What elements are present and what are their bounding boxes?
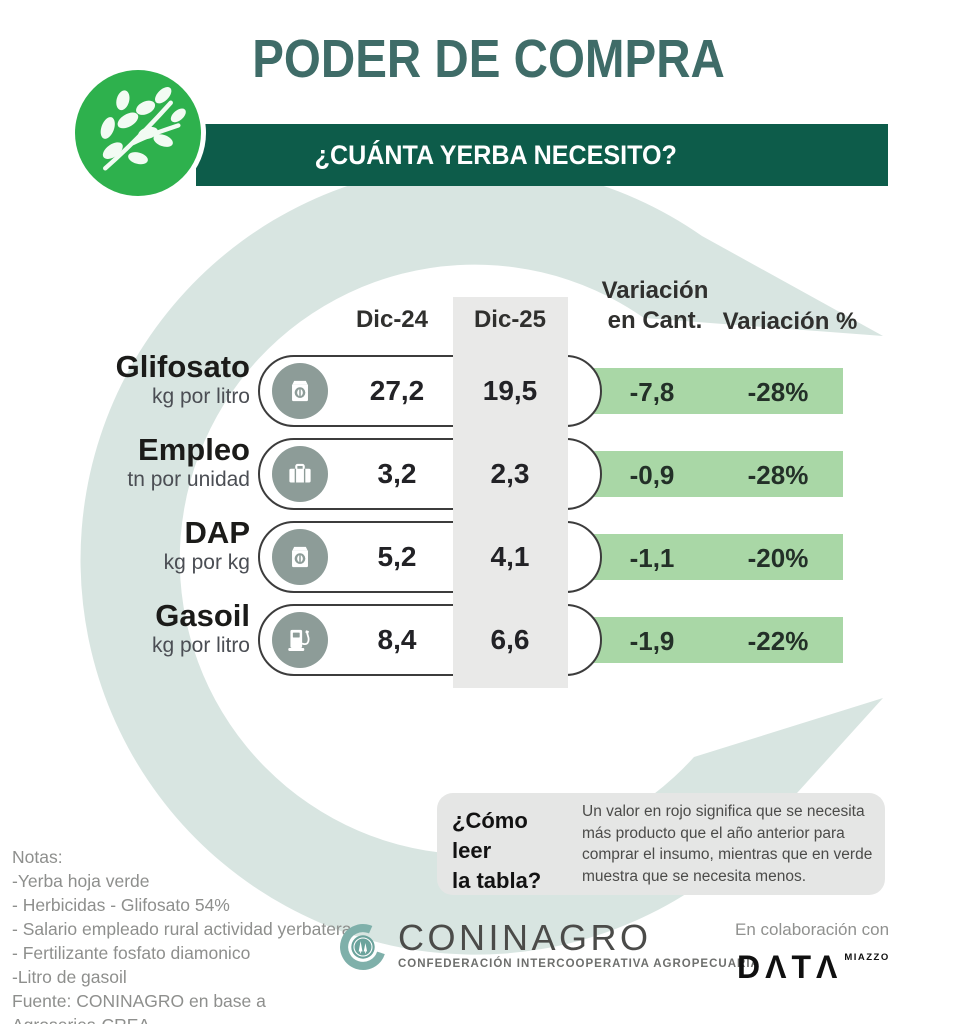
column-header-var-cant: Variación en Cant.	[601, 277, 709, 334]
row-icon-circle	[272, 446, 328, 502]
row-icon-circle	[272, 529, 328, 585]
yerba-branch-icon	[100, 87, 186, 171]
row-icon-circle	[272, 363, 328, 419]
row-unit: kg por kg	[163, 551, 250, 574]
coninagro-logo: CONINAGRO CONFEDERACIÓN INTERCOOPERATIVA…	[336, 920, 760, 974]
column-header-dic25: Dic-25	[473, 306, 547, 333]
data-miazzo-sup: MIAZZO	[844, 952, 890, 963]
value-dic25: 4,1	[490, 541, 530, 572]
variation-bar	[572, 617, 843, 663]
coninagro-wordmark-block: CONINAGRO CONFEDERACIÓN INTERCOOPERATIVA…	[398, 917, 760, 971]
value-var-pct: -22%	[747, 626, 809, 656]
variation-bar	[572, 451, 843, 497]
collab-text: En colaboración con	[735, 920, 890, 939]
briefcase-icon	[289, 463, 311, 483]
notes-line: Notas:	[12, 847, 63, 867]
value-var-pct: -28%	[747, 377, 809, 407]
value-dic25: 6,6	[490, 624, 530, 655]
row-label: Gasoil	[155, 598, 250, 633]
data-miazzo-logo: DΛTΛ MIAZZO	[737, 942, 890, 983]
how-to-read-title: ¿Cómo leer la tabla?	[452, 808, 542, 893]
notes-line: - Salario empleado rural actividad yerba…	[12, 918, 352, 939]
value-var-pct: -28%	[747, 460, 809, 490]
value-dic24: 3,2	[377, 458, 417, 489]
subtitle-banner: ¿CUÁNTA YERBA NECESITO?	[196, 124, 888, 186]
coninagro-wordmark: CONINAGRO	[398, 917, 652, 958]
value-var-cant: -1,1	[629, 543, 675, 573]
value-var-pct: -20%	[747, 543, 809, 573]
column-header-dic24: Dic-24	[355, 306, 429, 333]
yerba-leaf-badge	[75, 70, 201, 196]
variation-bar	[572, 368, 843, 414]
value-var-cant: -1,9	[629, 626, 675, 656]
row-label: Empleo	[138, 432, 250, 467]
subtitle-text: ¿CUÁNTA YERBA NECESITO?	[314, 140, 678, 170]
value-dic25: 2,3	[490, 458, 530, 489]
notes-line: -Yerba hoja verde	[12, 870, 150, 891]
notes-line: Fuente: CONINAGRO en base a Agroseries-C…	[12, 990, 266, 1024]
dic25-column-highlight	[453, 297, 568, 688]
row-label: DAP	[184, 515, 250, 550]
page-title-text: PODER DE COMPRA	[252, 29, 725, 89]
column-header-var-pct: Variación %	[722, 308, 858, 335]
value-var-cant: -7,8	[629, 377, 675, 407]
notes-block: Notas: -Yerba hoja verde - Herbicidas - …	[12, 846, 352, 1024]
coninagro-caption: CONFEDERACIÓN INTERCOOPERATIVA AGROPECUA…	[398, 958, 760, 970]
notes-line: - Fertilizante fosfato diamonico	[12, 942, 251, 963]
value-var-cant: -0,9	[629, 460, 675, 490]
fertilizer-bag-icon	[292, 380, 308, 402]
coninagro-c-mark-icon	[340, 924, 386, 970]
page-title: PODER DE COMPRA	[0, 28, 977, 90]
notes-line: - Herbicidas - Glifosato 54%	[12, 894, 230, 915]
fuel-pump-icon	[288, 629, 310, 651]
fertilizer-bag-icon	[292, 546, 308, 568]
value-dic25: 19,5	[482, 375, 538, 406]
value-dic24: 8,4	[377, 624, 417, 655]
how-to-read-body: Un valor en rojo significa que se necesi…	[582, 803, 873, 886]
value-dic24: 5,2	[377, 541, 417, 572]
row-label: Glifosato	[115, 349, 250, 384]
row-unit: tn por unidad	[127, 468, 250, 491]
row-icon-circle	[272, 612, 328, 668]
value-dic24: 27,2	[369, 375, 425, 406]
data-wordmark: DΛTΛ	[737, 949, 843, 985]
row-unit: kg por litro	[151, 634, 250, 657]
how-to-read-box	[437, 793, 885, 895]
row-unit: kg por litro	[151, 385, 250, 408]
notes-line: -Litro de gasoil	[12, 966, 127, 987]
variation-bar	[572, 534, 843, 580]
